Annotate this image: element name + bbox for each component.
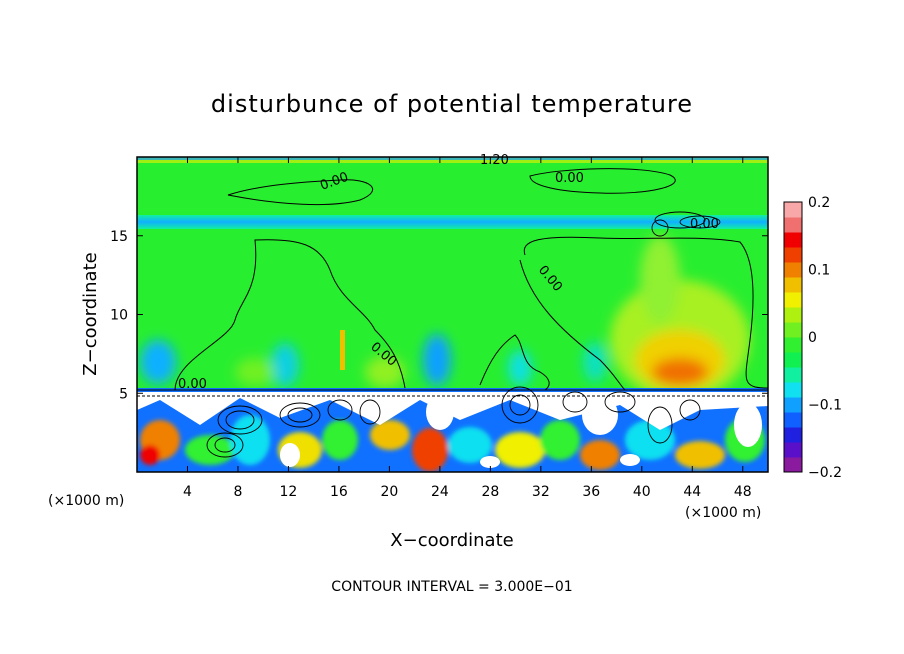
- colorbar-frame: [783, 201, 803, 473]
- chart-title: disturbunce of potential temperature: [211, 90, 693, 118]
- contour-zero-mid: [479, 334, 550, 391]
- colorbar-segment: [784, 262, 802, 278]
- y-axis-ticks: 5 10 15: [110, 229, 768, 402]
- colorbar: [783, 201, 803, 473]
- x-tick-label: 48: [734, 484, 752, 500]
- cool-anomaly-2: [271, 343, 299, 387]
- colorbar-segment: [784, 442, 802, 458]
- contour-zero-left: [174, 239, 406, 391]
- colorbar-tick-label: 0.2: [808, 195, 830, 211]
- contour-zero-right: [519, 236, 768, 391]
- colorbar-segment: [784, 367, 802, 383]
- contour-zero-top-right: [529, 168, 676, 194]
- colorbar-segment: [784, 337, 802, 353]
- x-tick-label: 20: [380, 484, 398, 500]
- colorbar-segment: [784, 427, 802, 443]
- contour-label-4: 0.00: [555, 171, 584, 186]
- warm-anomaly-right-peak: [652, 358, 708, 386]
- x-unit-label-left: (×1000 m): [48, 493, 124, 509]
- x-tick-label: 8: [233, 484, 242, 500]
- contour-interval-note: CONTOUR INTERVAL = 3.000E−01: [331, 579, 572, 595]
- cool-anomaly-3: [423, 334, 451, 386]
- contour-zero-top-left: [227, 179, 374, 206]
- y-axis-label: Z−coordinate: [80, 252, 101, 375]
- contour-label-7: 1.20: [480, 153, 509, 168]
- warm-anomaly-3: [235, 358, 275, 386]
- colorbar-tick-label: −0.1: [808, 398, 842, 414]
- colorbar-segment: [784, 307, 802, 323]
- contours: [137, 168, 768, 458]
- colorbar-segment: [784, 277, 802, 293]
- x-tick-label: 44: [683, 484, 701, 500]
- colorbar-segment: [784, 322, 802, 338]
- colorbar-tick-label: 0: [808, 330, 817, 346]
- x-unit-label-right: (×1000 m): [685, 505, 761, 521]
- plot-field: [137, 157, 768, 472]
- y-tick-label: 15: [110, 229, 128, 245]
- colorbar-segment: [784, 292, 802, 308]
- cool-anomaly-5: [583, 342, 607, 382]
- tropopause-band: [137, 215, 768, 229]
- x-tick-label: 4: [183, 484, 192, 500]
- x-tick-label: 12: [280, 484, 298, 500]
- boundary-layer: [137, 388, 768, 472]
- colorbar-segment: [784, 457, 802, 473]
- narrow-plume: [340, 330, 345, 370]
- cool-anomaly-1: [140, 340, 176, 384]
- colorbar-tick-label: −0.2: [808, 465, 842, 481]
- x-tick-label: 28: [481, 484, 499, 500]
- x-tick-label: 16: [330, 484, 348, 500]
- x-tick-label: 36: [582, 484, 600, 500]
- contour-label-1: 0.00: [178, 377, 207, 392]
- contour-label-6: 0.00: [690, 217, 719, 232]
- colorbar-segment: [784, 247, 802, 263]
- colorbar-segment: [784, 382, 802, 398]
- x-tick-label: 24: [431, 484, 449, 500]
- colorbar-segment: [784, 202, 802, 218]
- y-tick-label: 10: [110, 308, 128, 324]
- y-tick-label: 5: [119, 386, 128, 402]
- warm-anomaly-2: [365, 356, 405, 388]
- cool-anomaly-4: [508, 350, 532, 386]
- colorbar-segment: [784, 232, 802, 248]
- x-axis-ticks: 4 8 12 16 20 24 28 32 36 40 44 48: [183, 157, 752, 500]
- colorbar-segment: [784, 397, 802, 413]
- colorbar-segment: [784, 412, 802, 428]
- turbulent-contours: [206, 211, 721, 458]
- colorbar-tick-label: 0.1: [808, 263, 830, 279]
- colorbar-segment: [784, 217, 802, 233]
- colorbar-segment: [784, 352, 802, 368]
- x-tick-label: 32: [532, 484, 550, 500]
- warm-plume: [640, 235, 680, 325]
- x-axis-label: X−coordinate: [390, 530, 513, 551]
- x-tick-label: 40: [633, 484, 651, 500]
- colorbar-ticks: 0.2 0.1 0 −0.1 −0.2: [808, 195, 842, 481]
